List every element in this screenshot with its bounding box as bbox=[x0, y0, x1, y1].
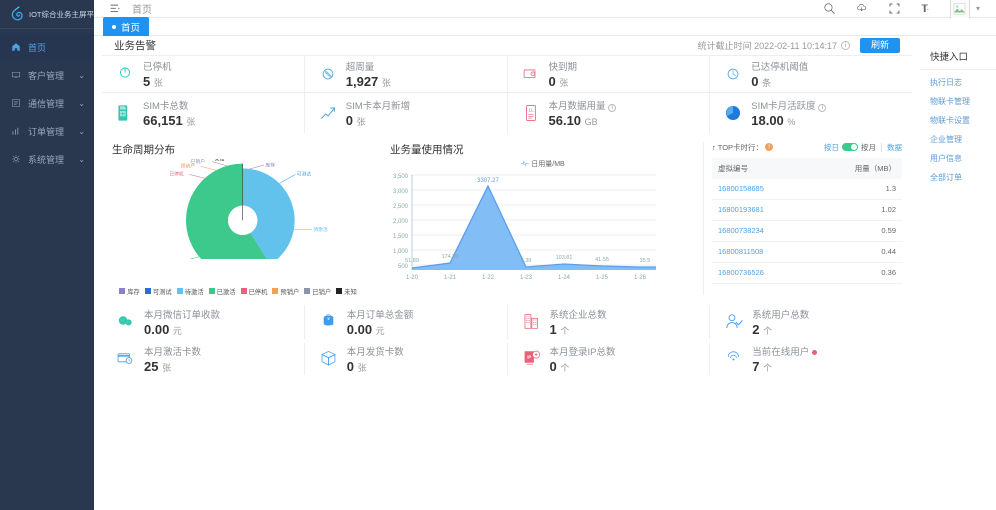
svg-text:已销户: 已销户 bbox=[191, 159, 206, 165]
svg-text:1,500: 1,500 bbox=[393, 234, 409, 240]
svg-text:41.55: 41.55 bbox=[595, 257, 609, 263]
svg-text:已停机: 已停机 bbox=[169, 170, 184, 177]
svg-text:1,000: 1,000 bbox=[393, 249, 409, 255]
svg-text:库存: 库存 bbox=[265, 161, 275, 168]
svg-text:103.81: 103.81 bbox=[556, 255, 573, 261]
svg-text:IP: IP bbox=[527, 354, 531, 359]
svg-text:1-22: 1-22 bbox=[482, 275, 495, 281]
svg-text:51.89: 51.89 bbox=[405, 258, 419, 264]
svg-text:待激活: 待激活 bbox=[313, 226, 328, 233]
svg-text:2,500: 2,500 bbox=[393, 204, 409, 210]
svg-text:3.39: 3.39 bbox=[521, 258, 532, 264]
svg-text:1-20: 1-20 bbox=[406, 275, 419, 281]
svg-text:174.88: 174.88 bbox=[442, 254, 459, 260]
svg-text:35.5: 35.5 bbox=[640, 258, 651, 264]
svg-text:1-23: 1-23 bbox=[520, 275, 533, 281]
svg-text:3307.27: 3307.27 bbox=[477, 178, 499, 184]
svg-text:2,000: 2,000 bbox=[393, 219, 409, 225]
svg-text:3,000: 3,000 bbox=[393, 189, 409, 195]
svg-text:500: 500 bbox=[398, 264, 409, 270]
svg-text:3,500: 3,500 bbox=[393, 174, 409, 180]
svg-text:1-25: 1-25 bbox=[596, 275, 609, 281]
svg-text:1L: 1L bbox=[528, 107, 534, 112]
svg-text:1-24: 1-24 bbox=[558, 275, 571, 281]
svg-text:1-26: 1-26 bbox=[634, 275, 647, 281]
svg-text:已激活: 已激活 bbox=[164, 258, 179, 259]
svg-text:未知: 未知 bbox=[215, 159, 225, 162]
svg-text:可测试: 可测试 bbox=[297, 170, 312, 177]
svg-text:1-21: 1-21 bbox=[444, 275, 457, 281]
